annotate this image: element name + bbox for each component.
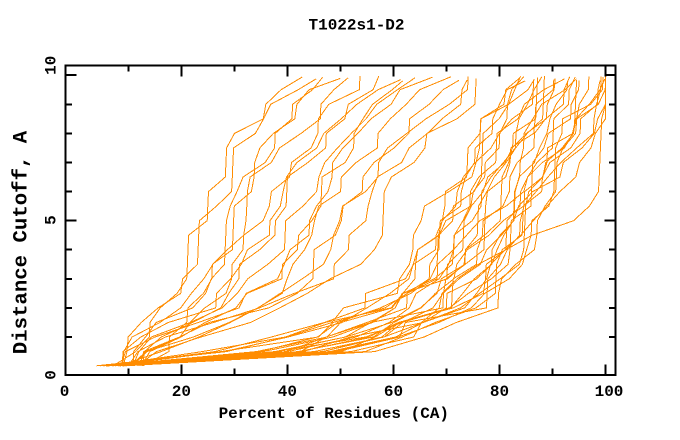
svg-text:80: 80 — [490, 383, 509, 401]
svg-text:T1022s1-D2: T1022s1-D2 — [308, 17, 404, 35]
svg-text:Percent of Residues (CA): Percent of Residues (CA) — [219, 405, 449, 423]
svg-text:0: 0 — [60, 383, 70, 401]
svg-text:40: 40 — [278, 383, 297, 401]
svg-text:0: 0 — [43, 370, 61, 380]
svg-text:60: 60 — [384, 383, 403, 401]
svg-text:100: 100 — [595, 383, 624, 401]
svg-text:20: 20 — [172, 383, 191, 401]
svg-text:Distance Cutoff, A: Distance Cutoff, A — [11, 130, 34, 354]
svg-text:5: 5 — [43, 215, 61, 225]
svg-text:10: 10 — [43, 56, 61, 75]
